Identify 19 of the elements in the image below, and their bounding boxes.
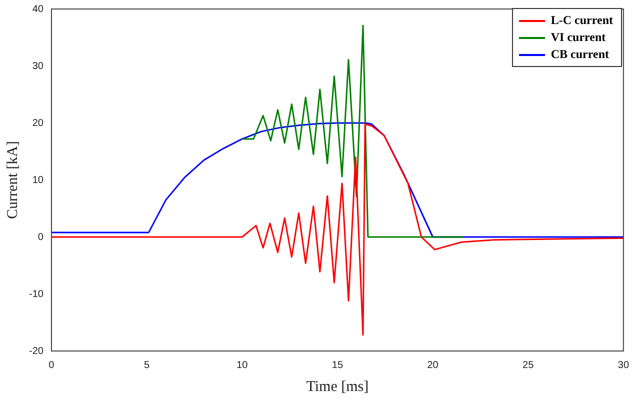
y-tick-label: -10	[29, 288, 44, 300]
legend-label: VI current	[550, 29, 606, 46]
y-axis-title: Current [kA]	[4, 141, 21, 219]
y-tick-label: 20	[32, 118, 44, 129]
x-tick-label: 15	[332, 360, 344, 371]
x-tick-label: 0	[48, 360, 55, 371]
x-tick-label: 5	[144, 360, 150, 371]
y-tick-label: 30	[32, 60, 44, 72]
legend-label: CB current	[550, 46, 609, 63]
x-tick-label: 30	[618, 360, 630, 371]
y-tick-label: -20	[29, 346, 44, 357]
x-tick-label: 10	[236, 360, 248, 371]
x-axis-title: Time [ms]	[306, 378, 369, 395]
y-tick-label: 10	[32, 174, 44, 186]
y-tick-label: 0	[38, 232, 44, 243]
legend-label: L-C current	[550, 12, 613, 29]
x-tick-label: 25	[522, 360, 534, 371]
x-tick-label: 20	[427, 360, 439, 371]
y-tick-label: 40	[32, 4, 44, 15]
